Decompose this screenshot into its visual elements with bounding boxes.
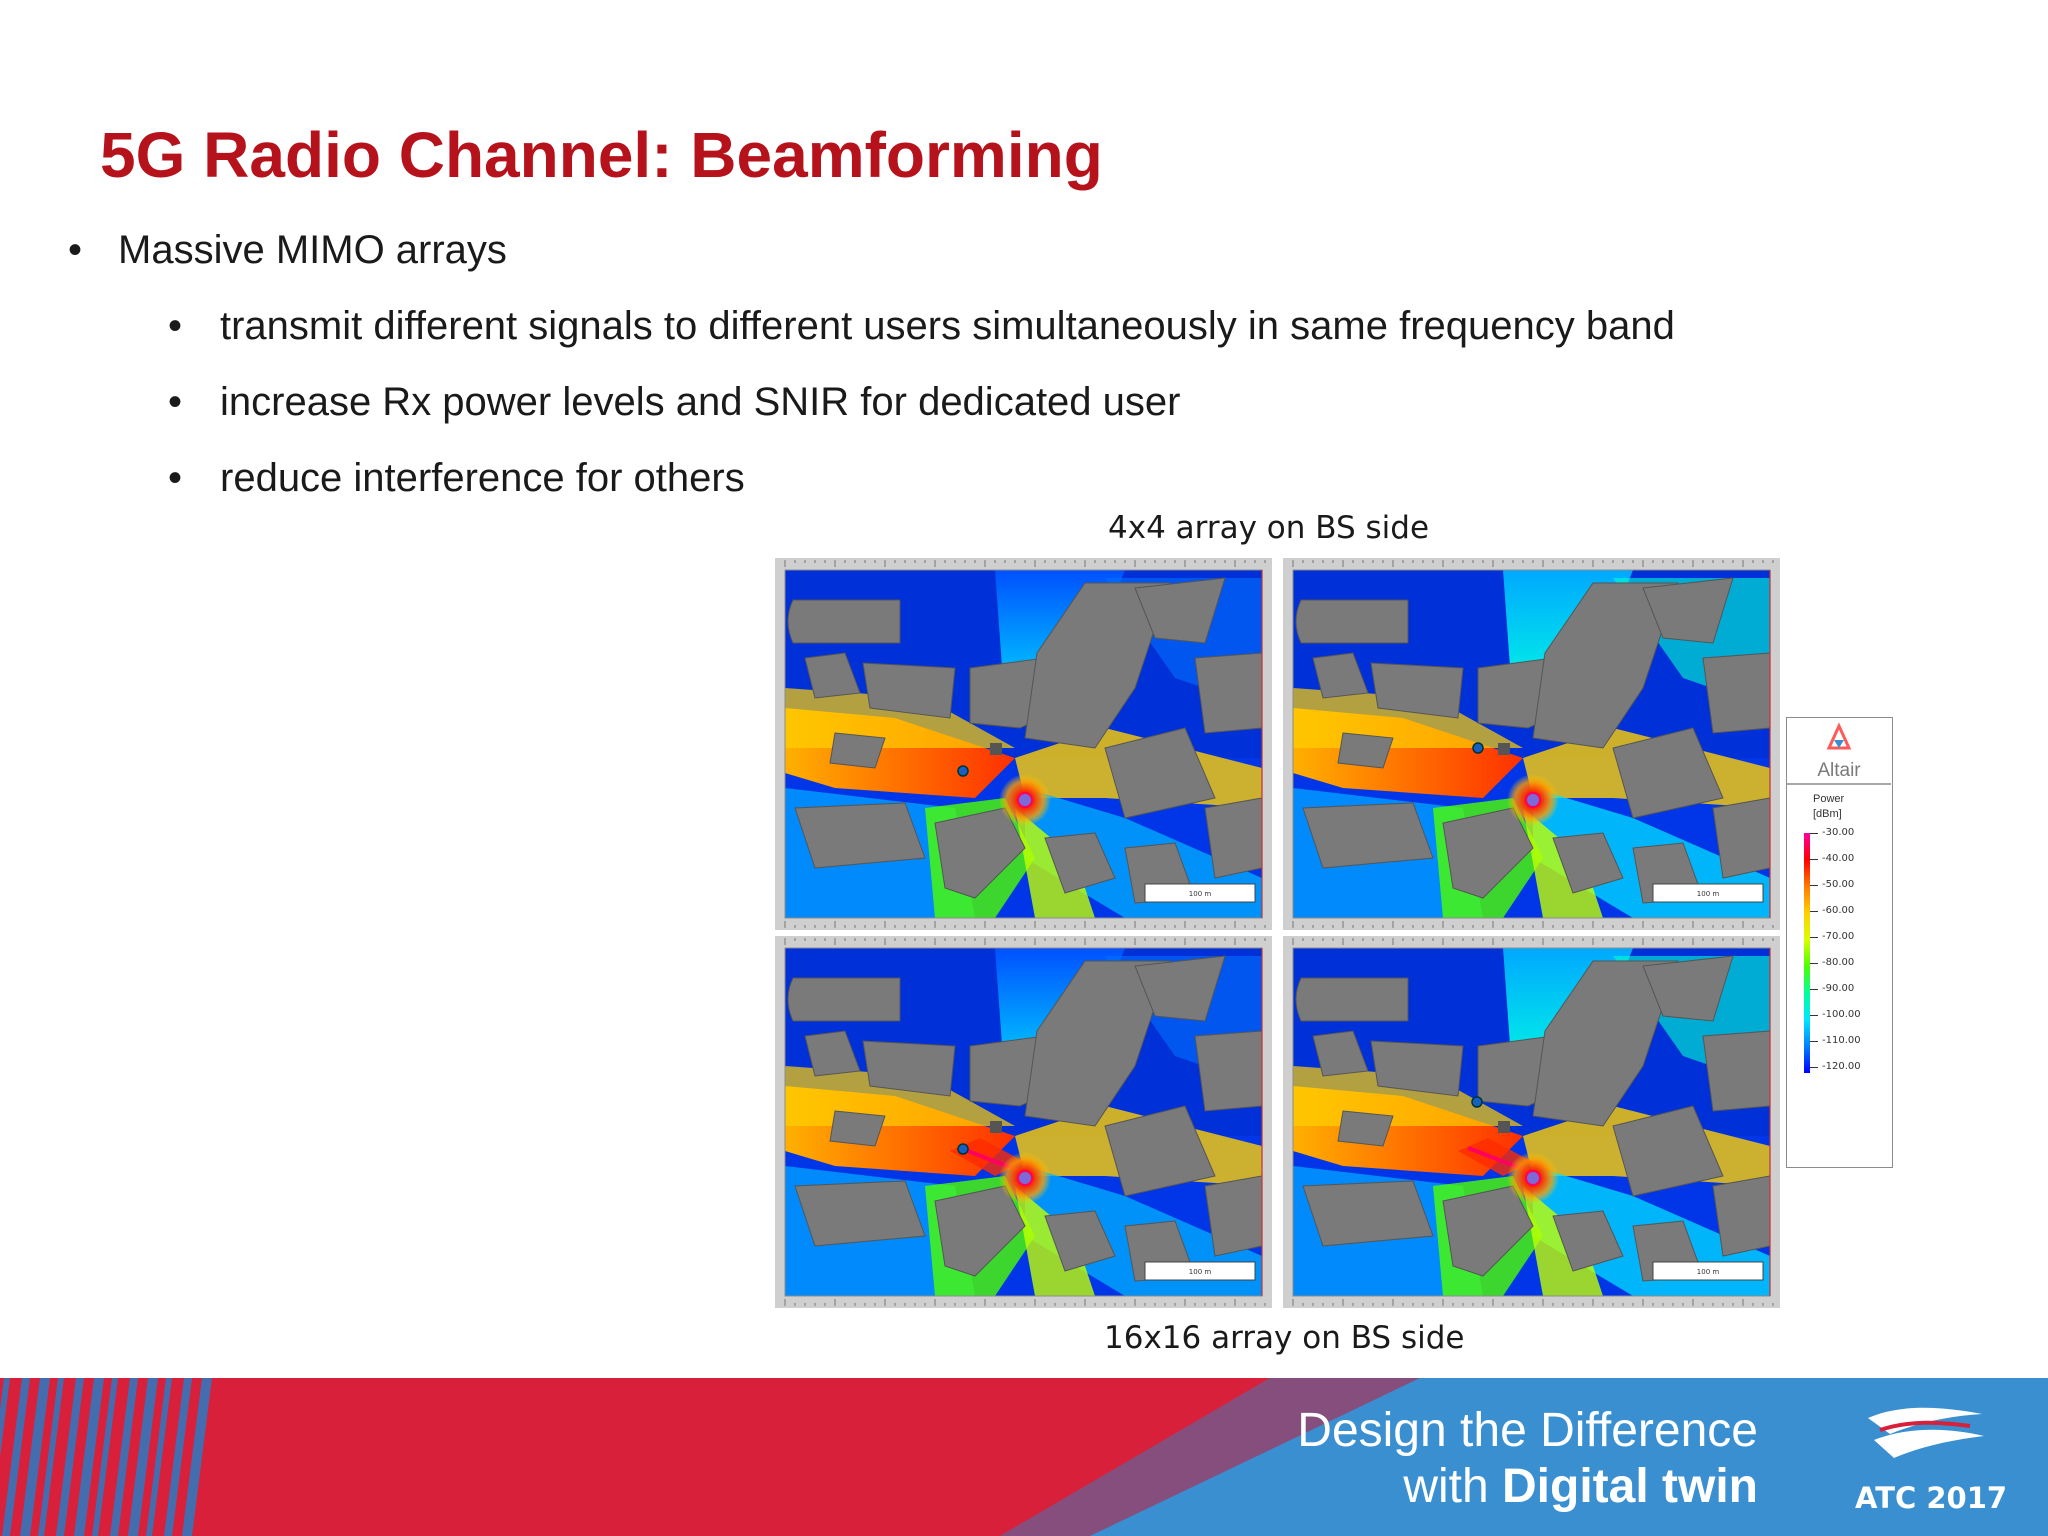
scale-bar-label: 100 m bbox=[1697, 890, 1720, 898]
legend-svg bbox=[1787, 722, 1891, 1073]
bullet-item: • reduce interference for others bbox=[168, 456, 745, 501]
color-legend: Altair Power [dBm] -30.00 -40.00 -50.00 -60… bbox=[1786, 717, 1893, 1168]
coverage-map-svg: 100 m bbox=[1283, 558, 1784, 930]
altair-logo-icon bbox=[1826, 722, 1852, 750]
scale-bar-label: 100 m bbox=[1189, 1268, 1212, 1276]
slogan-line-1: Design the Difference bbox=[1297, 1404, 1758, 1457]
legend-title: Power bbox=[1813, 793, 1845, 805]
caption-top: 4x4 array on BS side bbox=[1108, 510, 1430, 546]
bullet-glyph: • bbox=[168, 456, 183, 500]
legend-tick-label: -120.00 bbox=[1822, 1061, 1861, 1072]
coverage-map-svg: 100 m bbox=[1283, 936, 1784, 1308]
legend-tick-mark bbox=[1810, 937, 1818, 938]
atc-logo-icon bbox=[1868, 1407, 1984, 1458]
ruler-ticks bbox=[784, 938, 1276, 1306]
legend-tick-label: -30.00 bbox=[1822, 827, 1855, 838]
coverage-map-panel: 100 m bbox=[1283, 936, 1784, 1308]
coverage-map-svg: 100 m bbox=[775, 558, 1276, 930]
legend-brand: Altair bbox=[1817, 760, 1861, 781]
bullet-glyph: • bbox=[168, 304, 183, 348]
bullet-glyph: • bbox=[168, 380, 183, 424]
legend-tick-mark bbox=[1810, 989, 1818, 990]
user-equipment-icon bbox=[957, 1143, 969, 1155]
slogan-line-2: with Digital twin bbox=[1403, 1459, 1758, 1514]
legend-tick-mark bbox=[1810, 885, 1818, 886]
coverage-map-panel: 100 m bbox=[775, 936, 1276, 1308]
slide-title: 5G Radio Channel: Beamforming bbox=[100, 119, 1103, 191]
legend-color-bar bbox=[1804, 833, 1810, 1073]
legend-tick-label: -80.00 bbox=[1822, 957, 1855, 968]
bullet-text: Massive MIMO arrays bbox=[118, 228, 507, 272]
legend-tick-mark bbox=[1810, 859, 1818, 860]
slogan-line-2-bold: Digital twin bbox=[1502, 1460, 1758, 1513]
user-equipment-icon bbox=[1471, 1096, 1483, 1108]
legend-tick-label: -110.00 bbox=[1822, 1035, 1861, 1046]
base-station-icon bbox=[1017, 1170, 1033, 1186]
slogan-line-2-prefix: with bbox=[1403, 1460, 1503, 1513]
scale-bar-label: 100 m bbox=[1697, 1268, 1720, 1276]
legend-tick-label: -40.00 bbox=[1822, 853, 1855, 864]
user-equipment-icon bbox=[957, 765, 969, 777]
bullet-text: reduce interference for others bbox=[220, 456, 745, 500]
caption-bottom: 16x16 array on BS side bbox=[1104, 1320, 1465, 1356]
legend-tick-mark bbox=[1810, 1067, 1818, 1068]
bullet-item: • increase Rx power levels and SNIR for … bbox=[168, 380, 1180, 425]
legend-tick-mark bbox=[1810, 833, 1818, 834]
legend-tick-mark bbox=[1810, 963, 1818, 964]
legend-tick-label: -90.00 bbox=[1822, 983, 1855, 994]
bullet-text: transmit different signals to different … bbox=[220, 304, 1675, 348]
ruler-ticks bbox=[784, 560, 1276, 928]
legend-tick-label: -100.00 bbox=[1822, 1009, 1861, 1020]
base-station-icon bbox=[1525, 792, 1541, 808]
legend-tick-label: -60.00 bbox=[1822, 905, 1855, 916]
legend-tick-mark bbox=[1810, 1015, 1818, 1016]
base-station-icon bbox=[1525, 1170, 1541, 1186]
coverage-map-panel: 100 m bbox=[775, 558, 1276, 930]
footer-banner bbox=[0, 1378, 2048, 1536]
coverage-map-svg: 100 m bbox=[775, 936, 1276, 1308]
base-station-icon bbox=[1017, 792, 1033, 808]
bullet-item: • transmit different signals to differen… bbox=[168, 304, 1675, 349]
bullet-glyph: • bbox=[68, 228, 83, 272]
legend-tick-label: -70.00 bbox=[1822, 931, 1855, 942]
user-equipment-icon bbox=[1472, 742, 1484, 754]
legend-unit: [dBm] bbox=[1813, 808, 1842, 820]
legend-tick-label: -50.00 bbox=[1822, 879, 1855, 890]
event-label: ATC 2017 bbox=[1855, 1481, 2008, 1515]
coverage-map-panel: 100 m bbox=[1283, 558, 1784, 930]
bullet-item: • Massive MIMO arrays bbox=[68, 228, 507, 273]
bullet-text: increase Rx power levels and SNIR for de… bbox=[220, 380, 1181, 424]
scale-bar-label: 100 m bbox=[1189, 890, 1212, 898]
ruler-ticks bbox=[1292, 560, 1784, 928]
legend-tick-mark bbox=[1810, 1041, 1818, 1042]
legend-tick-mark bbox=[1810, 911, 1818, 912]
